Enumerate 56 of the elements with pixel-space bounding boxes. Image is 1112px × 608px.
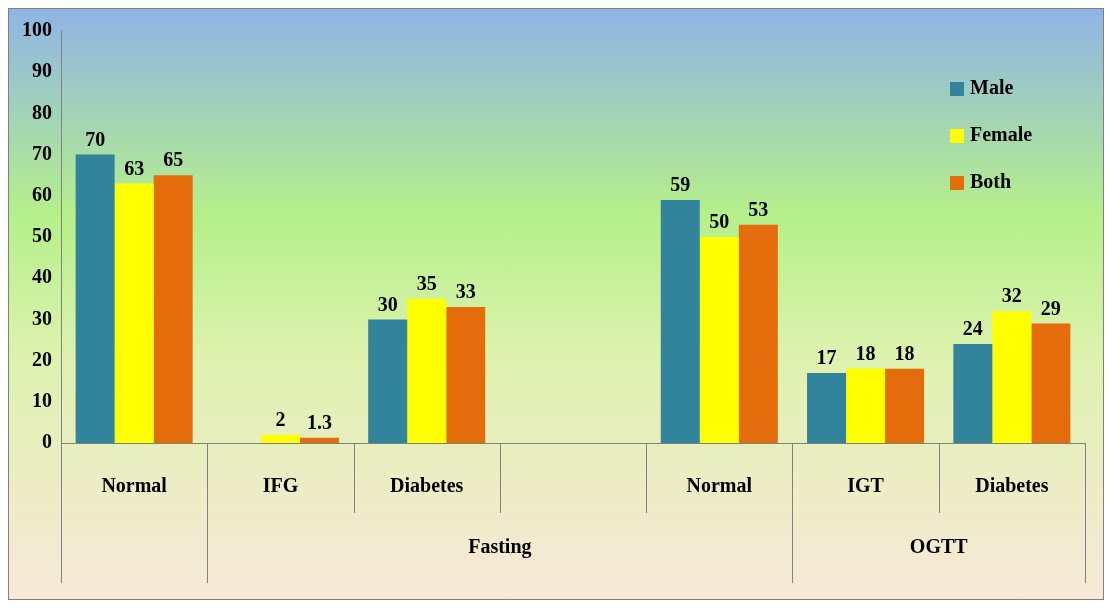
data-label: 24 xyxy=(962,317,983,340)
data-label: 17 xyxy=(816,346,837,369)
legend-label: Female xyxy=(970,123,1033,146)
y-tick-label: 70 xyxy=(32,141,52,164)
y-tick-label: 40 xyxy=(32,265,52,288)
bar xyxy=(260,434,300,443)
data-label: 18 xyxy=(894,342,915,365)
data-label: 1.3 xyxy=(306,410,332,433)
bar xyxy=(992,311,1032,443)
bar xyxy=(1031,323,1071,443)
y-tick-label: 60 xyxy=(32,182,52,205)
data-label: 35 xyxy=(416,271,437,294)
bar xyxy=(153,175,193,443)
x-tick-label: IFG xyxy=(262,474,299,497)
bar xyxy=(699,237,739,443)
bar xyxy=(807,372,847,443)
bar xyxy=(885,368,925,443)
x-tick-label: Normal xyxy=(686,474,753,497)
x-tick-label: IGT xyxy=(847,474,885,497)
bar xyxy=(407,298,447,443)
x-tick-label: Diabetes xyxy=(390,474,464,497)
bar xyxy=(660,199,700,443)
text: OGTT xyxy=(909,535,969,558)
y-tick-label: 90 xyxy=(32,59,52,82)
y-tick-label: 10 xyxy=(32,388,52,411)
bar xyxy=(446,307,486,443)
x-tick-label: Normal xyxy=(101,474,168,497)
bar xyxy=(953,344,993,443)
legend-label: Both xyxy=(970,170,1012,193)
bar xyxy=(299,437,339,443)
y-tick-label: 0 xyxy=(42,430,52,453)
x-tick-label: Diabetes xyxy=(975,474,1049,497)
y-tick-label: 30 xyxy=(32,306,52,329)
data-label: 29 xyxy=(1040,296,1061,319)
bar xyxy=(75,154,115,443)
y-tick-label: 50 xyxy=(32,224,52,247)
data-label: 50 xyxy=(709,210,730,233)
data-label: 70 xyxy=(85,127,106,150)
data-label: 59 xyxy=(670,173,691,196)
data-label: 18 xyxy=(855,342,876,365)
data-label: 65 xyxy=(163,148,184,171)
data-label: 63 xyxy=(124,156,145,179)
bar xyxy=(738,224,778,443)
data-label: 53 xyxy=(748,197,769,220)
bar xyxy=(846,368,886,443)
text: Fasting xyxy=(468,535,532,559)
y-tick-label: 100 xyxy=(22,18,52,41)
bar xyxy=(368,319,408,443)
data-label: 33 xyxy=(455,280,476,303)
data-label: 30 xyxy=(377,292,398,315)
data-label: 32 xyxy=(1001,284,1022,307)
data-label: 2 xyxy=(275,407,286,430)
y-tick-label: 20 xyxy=(32,347,52,370)
y-tick-label: 80 xyxy=(32,100,52,123)
legend-label: Male xyxy=(970,76,1014,99)
bar xyxy=(114,183,154,443)
